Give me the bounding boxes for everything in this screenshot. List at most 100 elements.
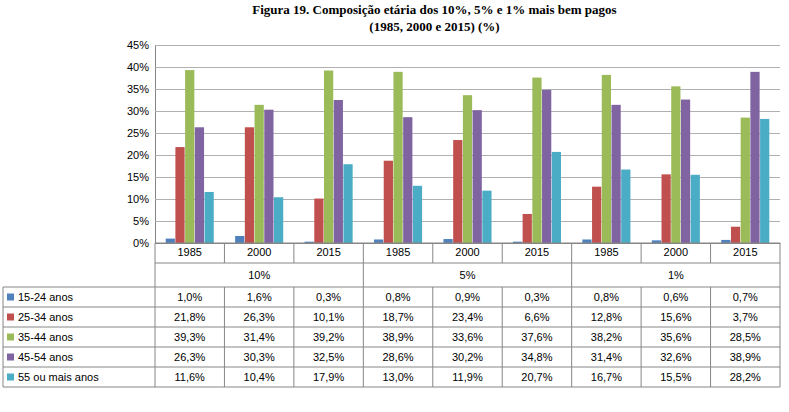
bar	[343, 164, 352, 243]
bar	[523, 214, 532, 243]
table-value: 38,9%	[730, 351, 761, 363]
tick-label: 2000	[664, 246, 688, 258]
tick-label: 1985	[594, 246, 618, 258]
bar	[611, 105, 620, 243]
table-border	[641, 243, 642, 263]
bar	[552, 152, 561, 243]
bar	[393, 72, 402, 243]
tick-label: 10%	[127, 193, 149, 205]
bar	[731, 227, 740, 243]
table-value: 15,5%	[660, 371, 691, 383]
table-value: 28,2%	[730, 371, 761, 383]
table-value: 39,2%	[313, 331, 344, 343]
bar	[760, 119, 769, 243]
table-border	[432, 243, 433, 263]
table-border	[224, 243, 225, 263]
tick: 2000	[664, 243, 688, 258]
bar	[334, 100, 343, 243]
grid-line	[155, 243, 780, 244]
bar	[662, 174, 671, 243]
bar	[195, 127, 204, 243]
table-value: 37,6%	[521, 331, 552, 343]
table-value: 30,3%	[244, 351, 275, 363]
bar	[691, 175, 700, 243]
table-border	[293, 243, 294, 263]
tick-label: 2015	[733, 246, 757, 258]
tick-label: 35%	[127, 83, 149, 95]
series	[195, 72, 760, 243]
table-value: 33,6%	[452, 331, 483, 343]
table-value: 31,4%	[591, 351, 622, 363]
tick-label: 45%	[127, 39, 149, 51]
tick: 1985	[177, 243, 201, 258]
legend-label: 15-24 anos	[18, 291, 74, 303]
tick: 1985	[594, 243, 618, 258]
table-border	[3, 327, 780, 328]
tick-label: 2015	[316, 246, 340, 258]
legend-swatch	[7, 314, 14, 321]
series	[185, 70, 750, 243]
table-border	[363, 263, 364, 387]
table-value: 34,8%	[521, 351, 552, 363]
table-value: 32,5%	[313, 351, 344, 363]
tick-label: 15%	[127, 171, 149, 183]
table-value: 0,7%	[733, 291, 758, 303]
bar	[592, 187, 601, 243]
table-value: 1,6%	[247, 291, 272, 303]
subtitle: (1985, 2000 e 2015) (%)	[369, 19, 499, 34]
bar	[473, 110, 482, 243]
table-value: 28,5%	[730, 331, 761, 343]
tick-label: 2000	[247, 246, 271, 258]
grid-line	[155, 67, 780, 68]
bar	[314, 199, 323, 243]
tick-label: 5%	[133, 215, 149, 227]
table-value: 13,0%	[382, 371, 413, 383]
table-border	[3, 387, 780, 388]
tick: 2015	[525, 243, 549, 258]
table-border	[3, 347, 780, 348]
bars	[166, 70, 770, 243]
bar	[413, 186, 422, 243]
table-value: 0,3%	[316, 291, 341, 303]
tick: 40%	[127, 61, 780, 73]
table-value: 0,6%	[663, 291, 688, 303]
table-value: 31,4%	[244, 331, 275, 343]
y-axis: 0%5%10%15%20%25%30%35%40%45%	[127, 39, 780, 249]
legend-swatch	[7, 294, 14, 301]
table-value: 0,8%	[594, 291, 619, 303]
bar	[542, 90, 551, 243]
bar	[255, 105, 264, 243]
legend-label: 25-34 anos	[18, 311, 74, 323]
table-border	[710, 287, 711, 387]
table-value: 11,6%	[175, 371, 206, 383]
table-value: 38,2%	[591, 331, 622, 343]
tick-label: 20%	[127, 149, 149, 161]
table-value: 26,3%	[244, 311, 275, 323]
group-label: 5%	[460, 269, 476, 281]
table-value: 0,9%	[455, 291, 480, 303]
x-axis: 198520002015198520002015198520002015	[156, 243, 781, 258]
tick-label: 1985	[177, 246, 201, 258]
bar	[582, 239, 591, 243]
tick-label: 40%	[127, 61, 149, 73]
table-value: 35,6%	[660, 331, 691, 343]
table-value: 3,7%	[733, 311, 758, 323]
table-value: 28,6%	[382, 351, 413, 363]
bar	[324, 71, 333, 243]
table-border	[293, 287, 294, 387]
table-value: 17,9%	[313, 371, 344, 383]
table-border	[780, 243, 781, 387]
bar	[205, 192, 214, 243]
table-value: 0,3%	[524, 291, 549, 303]
table-border	[571, 243, 572, 263]
table-border	[155, 243, 780, 244]
series	[205, 119, 770, 243]
chart: Figura 19. Composição etária dos 10%, 5%…	[0, 0, 789, 412]
bar	[384, 161, 393, 243]
table-value: 16,7%	[591, 371, 622, 383]
tick: 2000	[247, 243, 271, 258]
tick-label: 30%	[127, 105, 149, 117]
tick: 2015	[733, 243, 757, 258]
table-value: 1,0%	[177, 291, 202, 303]
table-value: 21,8%	[174, 311, 205, 323]
